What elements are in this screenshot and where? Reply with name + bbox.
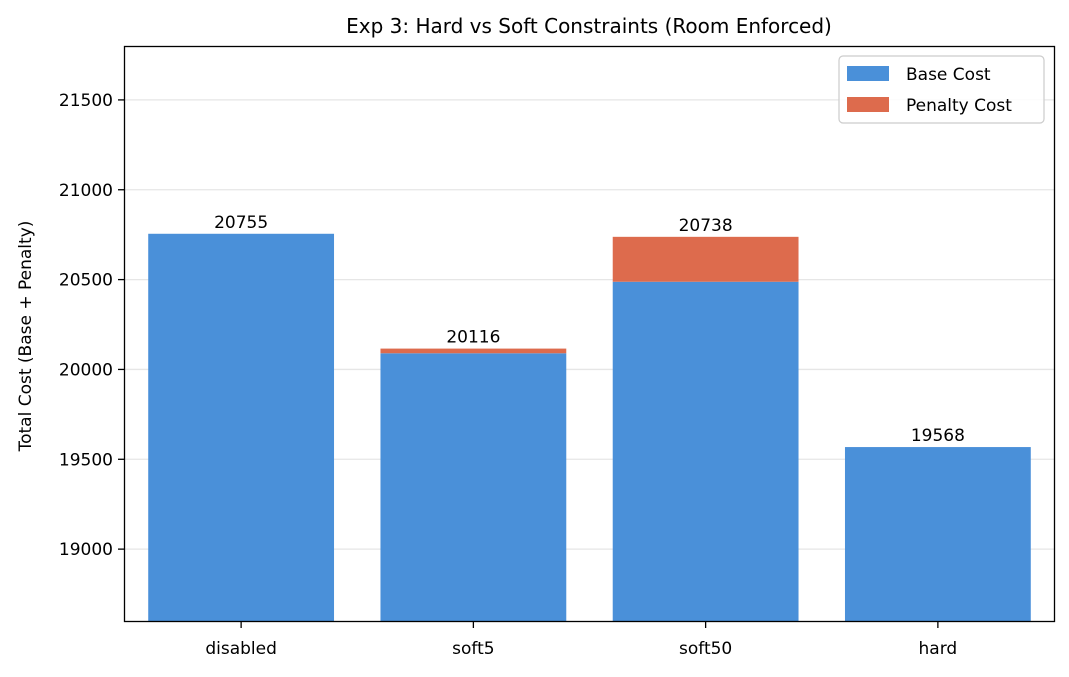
legend-label: Base Cost [906,65,991,85]
bar-segment [612,281,799,621]
y-tick-label: 21000 [59,181,113,201]
data-label: 19568 [911,426,965,446]
y-tick-label: 20000 [59,360,113,380]
bar-segment [380,348,567,354]
x-tick-label: disabled [205,639,277,659]
y-tick-label: 19500 [59,450,113,470]
x-tick-label: soft5 [452,639,494,659]
legend-swatch [847,66,889,81]
y-tick-label: 20500 [59,271,113,291]
x-tick-label: hard [919,639,958,659]
x-tick-label: soft50 [679,639,732,659]
legend-label: Penalty Cost [906,96,1012,116]
bar-segment [380,353,567,621]
chart-title: Exp 3: Hard vs Soft Constraints (Room En… [346,14,832,38]
legend: Base Cost Penalty Cost [838,55,1045,124]
y-axis-label: Total Cost (Base + Penalty) [16,221,36,453]
x-axis: disabled soft5 soft50 hard [205,621,957,659]
y-axis: 19000 19500 20000 20500 21000 21500 [59,91,125,560]
legend-swatch [847,97,889,112]
y-tick-label: 21500 [59,91,113,111]
y-tick-label: 19000 [59,540,113,560]
plot-frame [123,45,1056,623]
data-labels: 20755 20116 20738 19568 [214,213,965,446]
data-label: 20738 [679,216,733,236]
legend-box [838,55,1045,124]
bar-segment [148,233,335,621]
bars [148,233,1031,621]
bar-segment [844,447,1031,621]
data-label: 20755 [214,213,268,233]
bar-segment [612,236,799,282]
data-label: 20116 [446,328,500,348]
